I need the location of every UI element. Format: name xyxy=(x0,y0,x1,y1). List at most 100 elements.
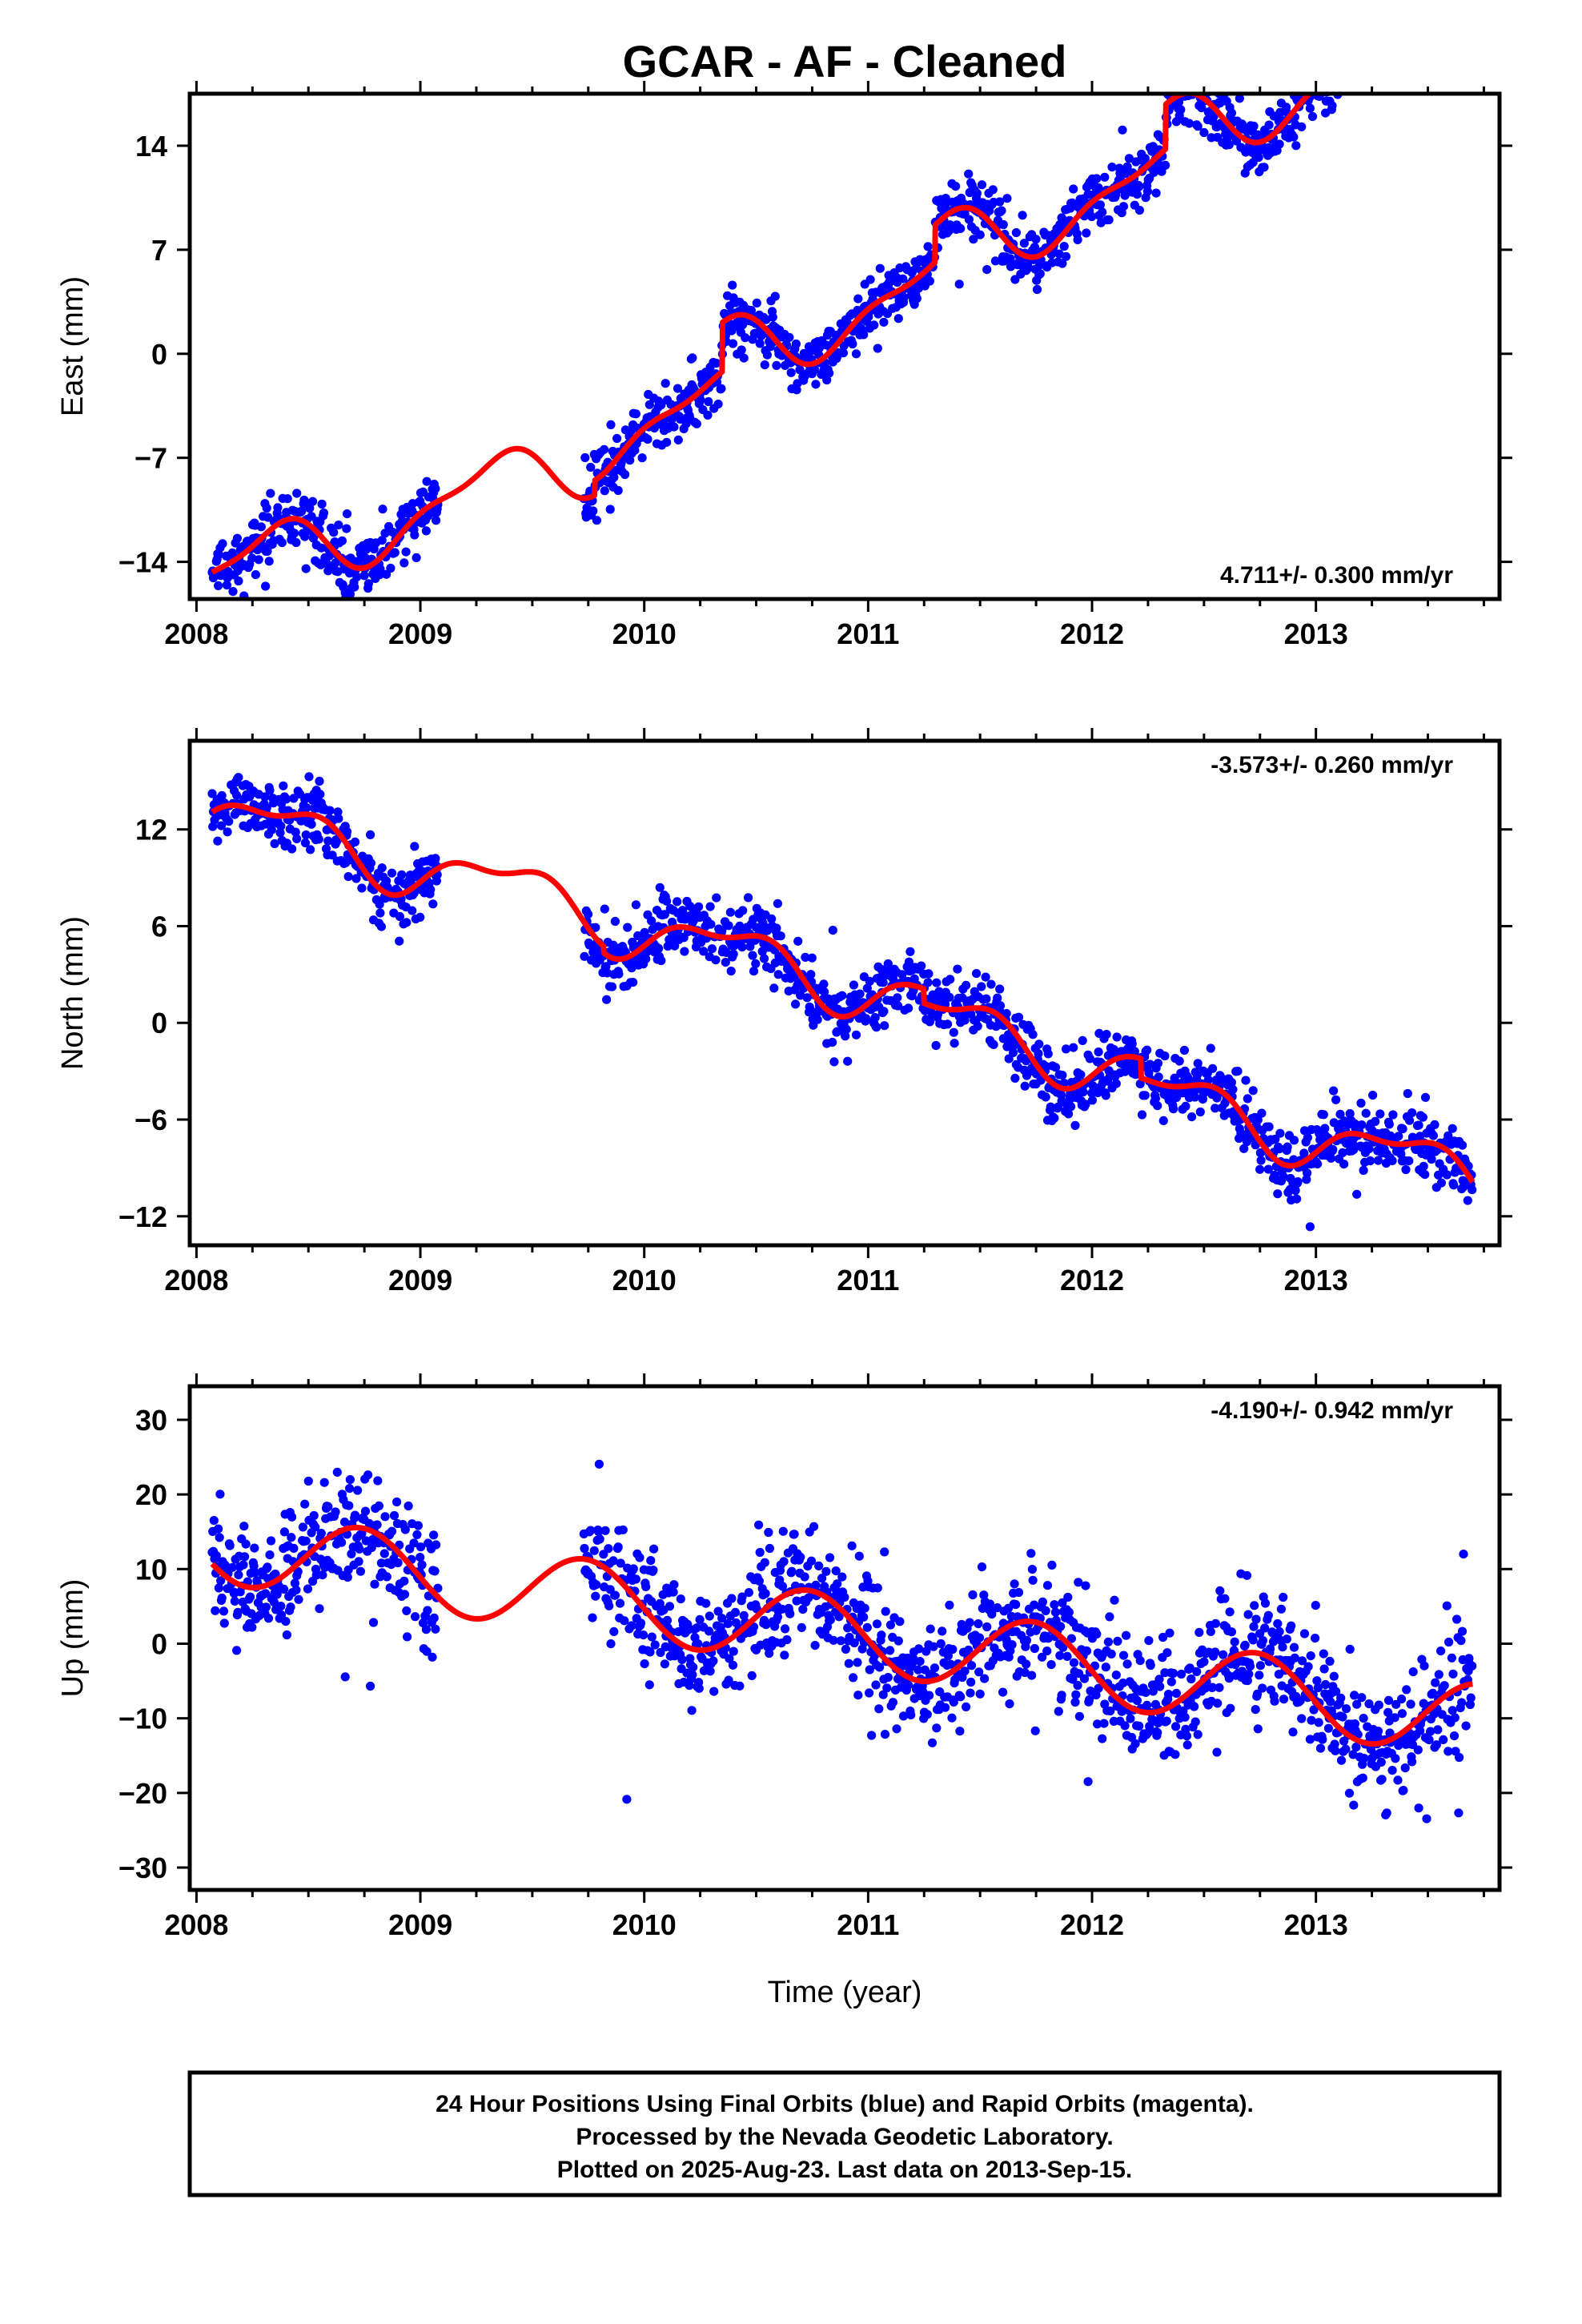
data-point xyxy=(1419,1661,1429,1671)
data-point xyxy=(1465,23,1474,32)
data-point xyxy=(1293,1177,1303,1187)
data-point xyxy=(1452,31,1461,40)
data-point xyxy=(925,276,934,286)
data-point xyxy=(1069,1658,1079,1667)
data-point xyxy=(1098,207,1107,217)
data-point xyxy=(592,1580,601,1590)
data-point xyxy=(932,1723,942,1733)
data-point xyxy=(217,1593,227,1603)
data-point xyxy=(1118,202,1129,211)
data-point xyxy=(1275,139,1284,149)
data-point xyxy=(1384,1120,1394,1129)
data-point xyxy=(665,1602,675,1611)
data-point xyxy=(315,790,325,799)
data-point xyxy=(1338,54,1347,63)
data-point xyxy=(1374,52,1383,61)
data-point xyxy=(207,789,217,798)
data-point xyxy=(1167,83,1176,92)
data-point xyxy=(291,1585,301,1594)
data-point xyxy=(819,979,829,989)
data-point xyxy=(608,940,618,950)
x-tick-label: 2013 xyxy=(1284,1264,1348,1297)
data-point xyxy=(954,279,964,289)
data-point xyxy=(620,469,630,480)
data-point xyxy=(669,1580,679,1590)
data-point xyxy=(1333,82,1342,91)
data-point xyxy=(772,923,781,933)
data-point xyxy=(705,1611,714,1621)
data-point xyxy=(308,497,318,506)
data-point xyxy=(1102,1030,1111,1039)
data-point xyxy=(386,563,396,573)
data-point xyxy=(694,902,704,911)
data-point xyxy=(1407,1757,1417,1767)
data-point xyxy=(1449,1731,1460,1741)
data-point xyxy=(1022,1659,1031,1669)
data-point xyxy=(744,893,753,903)
data-point xyxy=(867,1731,877,1740)
data-point xyxy=(1328,62,1337,70)
data-point xyxy=(1024,263,1034,272)
data-point xyxy=(738,906,748,915)
data-point xyxy=(261,1602,271,1612)
data-point xyxy=(1011,227,1021,238)
data-point xyxy=(1422,15,1431,24)
data-point xyxy=(350,837,360,846)
data-point xyxy=(647,1632,656,1642)
data-point xyxy=(1357,36,1366,45)
data-point xyxy=(872,1619,882,1629)
data-point xyxy=(643,434,652,444)
data-point xyxy=(1457,1626,1468,1636)
data-point xyxy=(332,1467,342,1477)
data-point xyxy=(1343,68,1352,77)
data-point xyxy=(1259,163,1269,172)
data-point xyxy=(363,579,373,589)
data-point xyxy=(428,899,438,909)
data-point xyxy=(941,194,950,203)
data-point xyxy=(1208,1063,1218,1073)
data-point xyxy=(888,1698,897,1707)
data-point xyxy=(847,1541,857,1550)
data-point xyxy=(631,409,641,419)
data-point xyxy=(990,256,1000,266)
data-point xyxy=(366,830,375,839)
data-point xyxy=(912,294,921,304)
data-point xyxy=(904,1680,913,1690)
data-point xyxy=(1387,1156,1397,1165)
data-point xyxy=(650,1640,660,1650)
chart-title: GCAR - AF - Cleaned xyxy=(623,36,1067,86)
data-point xyxy=(751,959,761,968)
data-point xyxy=(1268,77,1277,86)
data-point xyxy=(1199,127,1209,138)
data-point xyxy=(1137,1110,1147,1120)
data-point xyxy=(287,1533,296,1542)
data-point xyxy=(1211,82,1219,91)
data-point xyxy=(605,505,615,514)
x-tick-label: 2011 xyxy=(837,1908,899,1941)
data-point xyxy=(1092,1629,1102,1639)
data-point xyxy=(1417,0,1426,2)
data-point xyxy=(408,906,417,915)
data-point xyxy=(622,1795,632,1804)
plot-frame xyxy=(187,91,1502,601)
data-point xyxy=(787,1566,797,1576)
data-point xyxy=(779,1557,789,1566)
data-point xyxy=(655,883,665,892)
data-point xyxy=(1439,21,1448,30)
y-tick-label: 14 xyxy=(135,130,167,163)
data-point xyxy=(1427,1154,1436,1164)
data-point xyxy=(873,1583,882,1593)
data-point xyxy=(1258,1636,1267,1646)
data-point xyxy=(1292,1194,1302,1204)
data-point xyxy=(841,1644,850,1654)
data-point xyxy=(227,548,237,558)
data-point xyxy=(796,1552,805,1562)
data-point xyxy=(1382,1808,1391,1818)
data-point xyxy=(1402,1685,1411,1695)
data-point xyxy=(224,817,234,826)
data-point xyxy=(1417,0,1426,2)
data-point xyxy=(875,263,885,273)
data-point xyxy=(214,1524,223,1534)
data-point xyxy=(705,902,715,911)
data-point xyxy=(1100,172,1110,182)
